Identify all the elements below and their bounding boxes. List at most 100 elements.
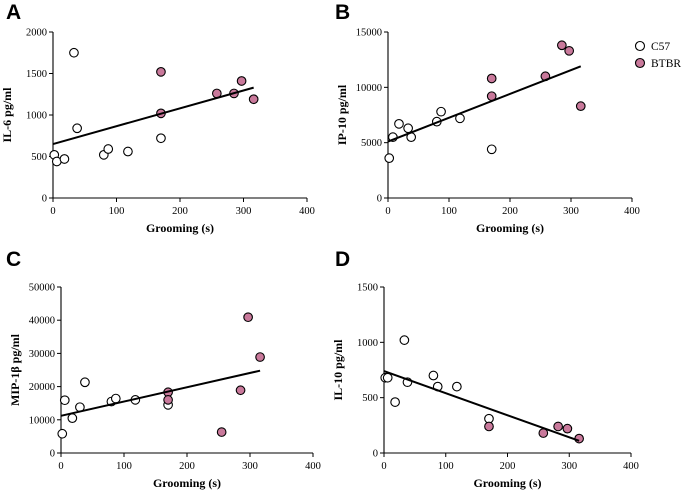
y-tick-label: 1500 — [26, 69, 47, 80]
y-tick-label: 1500 — [357, 283, 378, 294]
x-axis-title: Grooming (s) — [146, 221, 214, 235]
data-point-btbr — [575, 101, 586, 111]
y-tick-label: 5000 — [361, 138, 382, 149]
data-point-c57 — [390, 397, 400, 407]
y-tick-label: 10000 — [356, 83, 382, 94]
x-tick-label: 400 — [299, 206, 315, 217]
data-point-btbr — [486, 73, 497, 84]
y-tick-label: 0 — [373, 449, 378, 460]
y-tick-label: 10000 — [29, 415, 55, 426]
data-point-btbr — [163, 395, 173, 405]
y-tick-label: 0 — [42, 194, 47, 205]
x-axis-title: Grooming (s) — [153, 476, 221, 490]
panel-letter: B — [335, 1, 350, 24]
x-axis-title: Grooming (s) — [476, 221, 544, 235]
y-axis-title: IL-6 pg/ml — [0, 87, 14, 143]
x-tick-label: 100 — [109, 206, 125, 217]
data-point-c57 — [59, 154, 70, 164]
y-axis-title: MIP-1β pg/ml — [8, 333, 22, 406]
data-point-c57 — [110, 393, 121, 404]
y-tick-label: 20000 — [29, 382, 55, 393]
data-point-btbr — [564, 45, 575, 56]
y-tick-label: 1000 — [26, 111, 47, 122]
data-point-btbr — [556, 40, 567, 51]
panel-letter: D — [335, 248, 350, 271]
data-point-c57 — [59, 395, 70, 406]
legend-marker-btbr — [634, 57, 646, 69]
data-point-c57 — [80, 377, 90, 388]
data-point-btbr — [243, 312, 253, 323]
x-tick-label: 200 — [502, 206, 518, 217]
x-tick-label: 200 — [172, 206, 188, 217]
data-point-c57 — [399, 335, 410, 345]
x-tick-label: 0 — [50, 206, 55, 217]
data-point-c57 — [384, 153, 395, 164]
data-point-c57 — [382, 372, 393, 383]
data-point-c57 — [103, 144, 114, 154]
data-point-btbr — [248, 94, 259, 105]
data-point-c57 — [69, 47, 79, 58]
data-point-btbr — [484, 421, 494, 432]
data-point-c57 — [72, 123, 82, 134]
x-tick-label: 300 — [563, 206, 579, 217]
data-point-c57 — [486, 144, 497, 155]
panel-c: C 0 100 200 300 400 0 10000 20000 30000 40000 50000… — [6, 248, 321, 490]
data-point-btbr — [574, 433, 584, 444]
x-tick-label: 300 — [242, 461, 258, 472]
data-point-c57 — [123, 146, 133, 157]
regression-line — [387, 65, 582, 143]
y-tick-label: 0 — [50, 449, 55, 460]
panel-a: A 0 100 200 300 400 0 500 1000 1500 2000 Grooming (… — [0, 1, 315, 235]
data-point-btbr — [216, 427, 227, 437]
data-point-c57 — [403, 123, 413, 134]
regression-line — [383, 370, 580, 442]
data-point-c57 — [428, 370, 439, 381]
x-tick-label: 100 — [441, 206, 457, 217]
y-tick-label: 500 — [31, 152, 47, 163]
data-point-c57 — [394, 119, 404, 129]
data-point-c57 — [57, 428, 68, 439]
x-tick-label: 400 — [305, 461, 321, 472]
y-tick-label: 500 — [362, 393, 378, 404]
x-tick-label: 200 — [500, 461, 516, 472]
x-axis-title: Grooming (s) — [473, 476, 541, 490]
data-point-btbr — [562, 423, 573, 434]
data-point-btbr — [236, 76, 247, 86]
x-tick-label: 300 — [561, 461, 577, 472]
x-tick-label: 0 — [58, 461, 63, 472]
data-point-c57 — [67, 413, 78, 423]
x-tick-label: 400 — [624, 206, 640, 217]
legend-marker-c57 — [634, 40, 646, 52]
regression-line — [52, 86, 254, 146]
y-tick-label: 40000 — [29, 316, 55, 327]
data-point-c57 — [156, 133, 166, 144]
legend: C57 BTBR — [634, 40, 681, 70]
data-point-c57 — [436, 106, 446, 117]
y-tick-label: 2000 — [26, 28, 47, 39]
panel-d: D 0 100 200 300 400 0 500 1000 1500 Grooming (s) IL… — [331, 248, 639, 490]
y-tick-label: 15000 — [356, 28, 382, 39]
x-tick-label: 300 — [236, 206, 252, 217]
panel-letter: C — [6, 248, 21, 271]
x-tick-label: 100 — [438, 461, 454, 472]
regression-line — [60, 369, 261, 417]
legend-label-c57: C57 — [651, 41, 670, 53]
panel-b: B 0 100 200 300 400 0 5000 10000 15000 Grooming (s… — [335, 1, 640, 235]
data-point-btbr — [235, 385, 246, 396]
data-point-btbr — [156, 66, 166, 77]
x-tick-label: 0 — [385, 206, 390, 217]
x-tick-label: 100 — [116, 461, 132, 472]
y-axis-title: IL-10 pg/ml — [331, 339, 345, 401]
y-axis-title: IP-10 pg/ml — [335, 84, 349, 145]
y-tick-label: 50000 — [29, 283, 55, 294]
panel-letter: A — [6, 1, 21, 24]
legend-label-btbr: BTBR — [651, 58, 681, 70]
x-tick-label: 200 — [179, 461, 195, 472]
y-tick-label: 1000 — [357, 338, 378, 349]
y-tick-label: 30000 — [29, 349, 55, 360]
x-tick-label: 0 — [381, 461, 386, 472]
data-point-btbr — [255, 352, 265, 362]
data-point-c57 — [452, 381, 462, 392]
data-point-btbr — [553, 421, 563, 432]
